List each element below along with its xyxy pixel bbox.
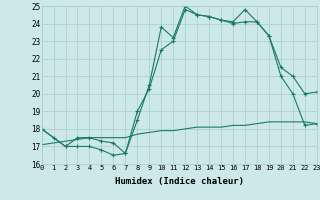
X-axis label: Humidex (Indice chaleur): Humidex (Indice chaleur) xyxy=(115,177,244,186)
